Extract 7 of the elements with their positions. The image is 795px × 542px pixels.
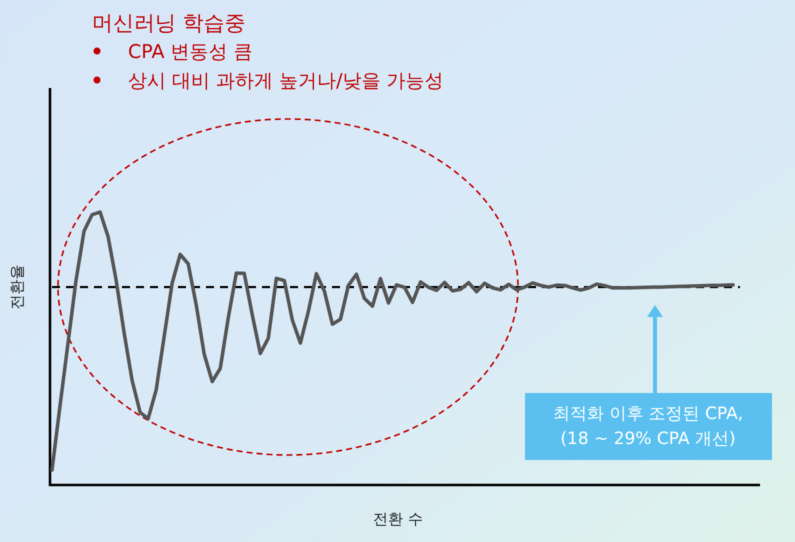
annotation: CPA 변동성 큼	[128, 41, 253, 63]
annotation: 상시 대비 과하게 높거나/낮을 가능성	[128, 70, 444, 92]
xlabel: 전환 수	[373, 510, 423, 528]
annotation: (18 ~ 29% CPA 개선)	[560, 429, 736, 449]
ylabel: 전환율	[8, 264, 26, 310]
annotation: 최적화 이후 조정된 CPA,	[552, 404, 744, 424]
title: 머신러닝 학습중	[92, 11, 246, 35]
